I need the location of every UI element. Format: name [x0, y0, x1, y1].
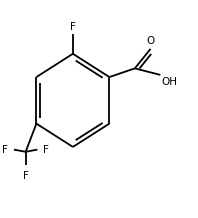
Text: OH: OH: [161, 77, 177, 87]
Text: O: O: [146, 36, 155, 46]
Text: F: F: [43, 145, 49, 155]
Text: F: F: [2, 145, 8, 155]
Text: F: F: [23, 171, 29, 181]
Text: F: F: [70, 22, 76, 32]
